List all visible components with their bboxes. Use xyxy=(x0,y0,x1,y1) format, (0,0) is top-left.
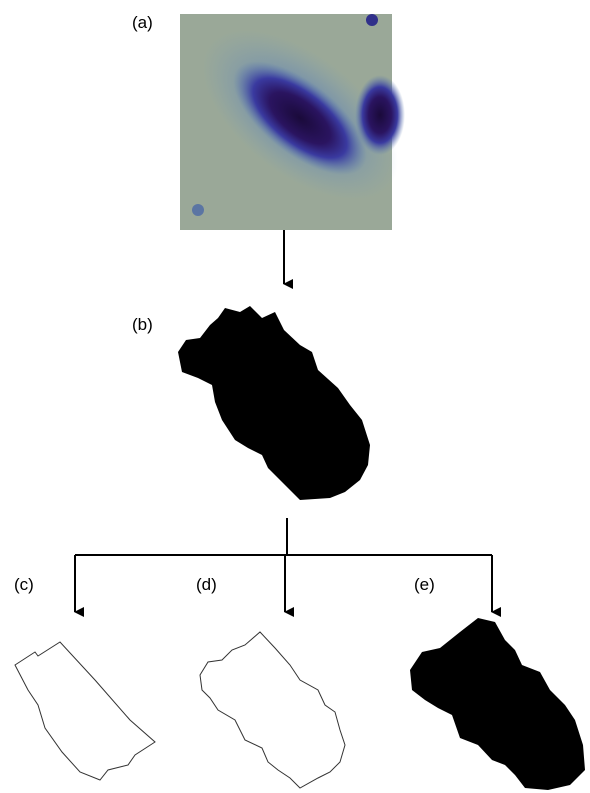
label-c: (c) xyxy=(14,575,34,594)
label-b: (b) xyxy=(132,315,153,334)
label-e: (e) xyxy=(414,575,435,594)
concave-outline xyxy=(200,632,345,788)
label-d: (d) xyxy=(196,575,217,594)
binary-blob xyxy=(178,306,370,500)
convex-outline xyxy=(15,642,155,780)
figure: (a) (b) (c) (d) (e) xyxy=(0,0,590,793)
micrograph xyxy=(172,0,427,233)
label-a: (a) xyxy=(132,13,153,32)
filled-shape xyxy=(410,618,585,790)
connectors xyxy=(75,518,492,612)
